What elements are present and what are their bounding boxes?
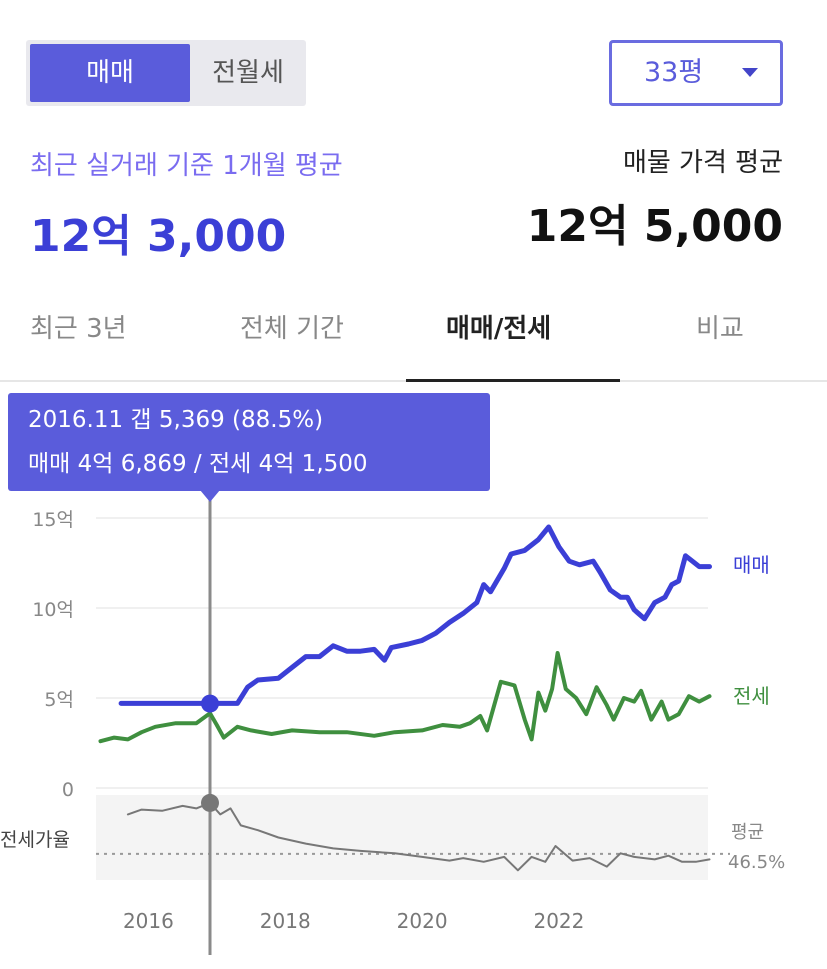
area-size-dropdown[interactable]: 33평 bbox=[609, 40, 783, 106]
sale-line bbox=[118, 524, 712, 706]
sale-series-label: 매매 bbox=[733, 553, 770, 577]
x-tick-label: 2022 bbox=[533, 909, 584, 933]
tab-all-period[interactable]: 전체 기간 bbox=[240, 314, 344, 344]
sale-highlight-point bbox=[201, 694, 219, 713]
ratio-highlight-point bbox=[201, 793, 219, 812]
y-tick-label: 0 bbox=[62, 779, 74, 801]
x-tick-label: 2020 bbox=[397, 909, 448, 933]
jeonse-line bbox=[98, 651, 712, 744]
rent-toggle-button[interactable]: 전월세 bbox=[212, 58, 284, 88]
ratio-average-label: 평균 bbox=[731, 822, 764, 843]
tooltip-line-1: 2016.11 갭 5,369 (88.5%) bbox=[28, 407, 323, 433]
y-tick-label: 5억 bbox=[44, 689, 74, 711]
y-tick-label: 15억 bbox=[32, 509, 74, 531]
x-tick-label: 2018 bbox=[260, 909, 311, 933]
jeonse-series-label: 전세 bbox=[733, 684, 770, 708]
listing-average-price: 12억 5,000 bbox=[526, 201, 783, 252]
ratio-average-value: 46.5% bbox=[728, 852, 785, 873]
recent-trade-price: 12억 3,000 bbox=[30, 211, 287, 262]
tab-compare[interactable]: 비교 bbox=[696, 314, 744, 344]
ratio-axis-label: 전세가율 bbox=[0, 829, 70, 851]
active-tab-indicator bbox=[406, 379, 620, 382]
tab-sale-jeonse[interactable]: 매매/전세 bbox=[446, 314, 552, 344]
tab-recent-3-years[interactable]: 최근 3년 bbox=[30, 314, 127, 344]
x-tick-label: 2016 bbox=[123, 909, 174, 933]
sale-toggle-button[interactable]: 매매 bbox=[30, 44, 190, 102]
y-tick-label: 10억 bbox=[32, 599, 74, 621]
recent-trade-label: 최근 실거래 기준 1개월 평균 bbox=[30, 151, 343, 181]
period-tabs: 최근 3년 전체 기간 매매/전세 비교 bbox=[0, 288, 827, 382]
tooltip-line-2: 매매 4억 6,869 / 전세 4억 1,500 bbox=[28, 451, 368, 477]
listing-average-label: 매물 가격 평균 bbox=[622, 148, 783, 178]
tooltip-pointer bbox=[200, 490, 220, 502]
deal-type-toggle: 매매 전월세 bbox=[26, 40, 306, 106]
tooltip-box bbox=[8, 393, 490, 491]
area-size-value: 33평 bbox=[644, 57, 704, 88]
chevron-down-icon bbox=[742, 68, 758, 77]
